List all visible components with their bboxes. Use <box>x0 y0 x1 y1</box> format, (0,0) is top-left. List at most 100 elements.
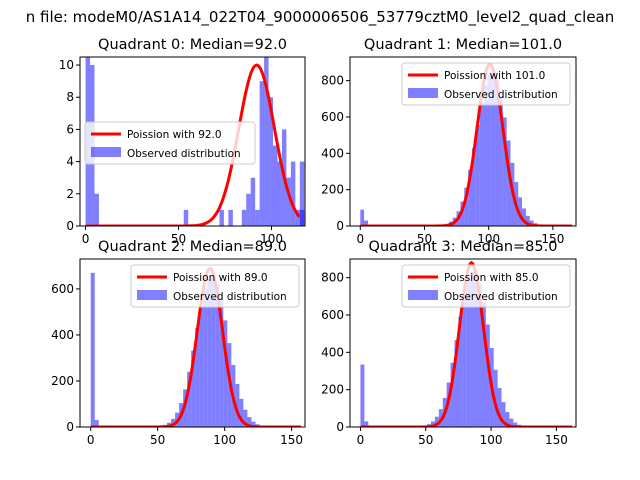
y-tick-label: 200 <box>51 374 74 388</box>
histogram-bar <box>299 161 305 226</box>
histogram-bar <box>191 350 196 427</box>
histogram-bar <box>498 96 503 226</box>
histogram-bar <box>497 388 502 427</box>
histogram-bar <box>183 209 189 226</box>
histogram-bar <box>468 169 472 226</box>
histogram-bar <box>268 97 274 226</box>
histogram-bar <box>273 145 278 226</box>
legend-fit-label: Poission with 85.0 <box>444 272 539 284</box>
legend-fit-label: Poission with 89.0 <box>173 272 268 284</box>
histogram-bar <box>495 80 499 226</box>
histogram-bar <box>487 74 492 226</box>
histogram-bar <box>505 412 510 427</box>
x-tick-label: 0 <box>356 232 364 246</box>
x-tick-label: 100 <box>477 232 500 246</box>
histogram-bar <box>250 177 256 226</box>
histogram-bar <box>90 272 95 427</box>
legend-hist-swatch <box>137 290 167 300</box>
histogram-bar <box>211 276 216 427</box>
legend-hist-label: Observed distribution <box>444 291 558 303</box>
histogram-bar <box>247 417 252 427</box>
histogram-bar <box>364 220 368 226</box>
poisson-fit-line <box>90 266 301 427</box>
y-tick-label: 2 <box>66 187 74 201</box>
quadrant-1-panel: 0 50 100 150 0 200 400 600 800 Quadrant 1: Median… <box>321 37 577 246</box>
quadrant-0-panel: 0 50 100 0 2 4 6 8 10 Quadrant 0: Median=92.0 Pois… <box>59 37 389 246</box>
histogram-bar <box>241 209 247 226</box>
histogram-bar <box>481 302 486 427</box>
axes-frame <box>349 56 577 227</box>
histogram-bar <box>525 215 530 226</box>
histogram-bar <box>290 161 296 226</box>
x-tick-label: 0 <box>82 232 90 246</box>
panel-title: Quadrant 2: Median=89.0 <box>98 239 287 255</box>
histogram-bar <box>171 418 176 427</box>
histogram-bar <box>501 402 506 427</box>
histogram-bar <box>485 324 490 427</box>
histogram-bar <box>246 193 251 226</box>
histogram-bar <box>215 284 220 427</box>
histogram-bar <box>94 193 99 226</box>
y-tick-label: 800 <box>321 74 344 88</box>
legend-box <box>401 62 571 106</box>
x-tick-label: 150 <box>280 433 303 447</box>
y-tick-label: 200 <box>321 183 344 197</box>
histogram-bar <box>471 148 476 226</box>
legend-hist-label: Observed distribution <box>444 89 558 101</box>
legend-hist-swatch <box>91 147 121 157</box>
panel-title: Quadrant 0: Median=92.0 <box>98 37 287 53</box>
x-tick-label: 100 <box>260 232 283 246</box>
histogram-bar <box>259 81 265 226</box>
x-tick-label: 50 <box>418 433 433 447</box>
figure-suptitle: n file: modeM0/AS1A14_022T04_9000006506_… <box>25 8 615 26</box>
histogram-bar <box>223 320 228 427</box>
histogram-bar <box>360 364 365 427</box>
histogram-bar <box>522 208 526 226</box>
y-tick-label: 400 <box>321 146 344 160</box>
legend: Poission with 85.0 Observed distribution <box>401 264 571 308</box>
histogram-bar <box>187 371 192 427</box>
axes-frame <box>79 56 306 227</box>
x-tick-label: 50 <box>417 232 432 246</box>
legend-box <box>84 121 256 165</box>
histogram-bar <box>360 209 365 226</box>
histogram-bar <box>464 187 469 226</box>
y-tick-label: 600 <box>321 110 344 124</box>
histogram-bar <box>470 271 475 427</box>
quadrant-3-panel: 0 50 100 150 0 200 400 600 800 Quadrant 3: Median… <box>321 239 577 447</box>
y-tick-label: 800 <box>321 271 344 285</box>
y-tick-label: 600 <box>51 282 74 296</box>
histogram-bar <box>483 85 488 226</box>
legend: Poission with 101.0 Observed distribution <box>401 62 571 106</box>
histogram-bar <box>207 278 212 427</box>
histogram-bar <box>385 210 389 226</box>
x-tick-label: 150 <box>545 433 568 447</box>
histogram-bar <box>228 209 233 226</box>
x-tick-label: 0 <box>357 433 365 447</box>
legend-hist-swatch <box>408 290 438 300</box>
y-tick-label: 400 <box>321 345 344 359</box>
y-tick-label: 0 <box>336 420 344 434</box>
legend-box <box>401 264 571 308</box>
y-tick-label: 8 <box>66 90 74 104</box>
histogram-bar <box>364 421 369 427</box>
x-tick-label: 50 <box>150 433 165 447</box>
histogram-bar <box>529 220 534 226</box>
legend-fit-label: Poission with 101.0 <box>444 70 545 82</box>
histogram-bar <box>478 283 482 427</box>
x-tick-label: 0 <box>87 433 95 447</box>
legend-hist-label: Observed distribution <box>173 291 287 303</box>
histogram-bar <box>239 398 244 427</box>
y-tick-label: 0 <box>336 219 344 233</box>
histogram-bar <box>286 177 291 226</box>
x-tick-label: 100 <box>480 433 503 447</box>
histogram-bar <box>454 340 459 427</box>
histogram-bar <box>475 125 480 226</box>
histogram-bar <box>235 383 240 427</box>
histogram-bar <box>203 288 208 427</box>
x-tick-label: 150 <box>541 232 564 246</box>
histogram-bar <box>502 117 507 226</box>
histogram-bar <box>491 72 496 226</box>
histogram-bar <box>430 421 435 427</box>
